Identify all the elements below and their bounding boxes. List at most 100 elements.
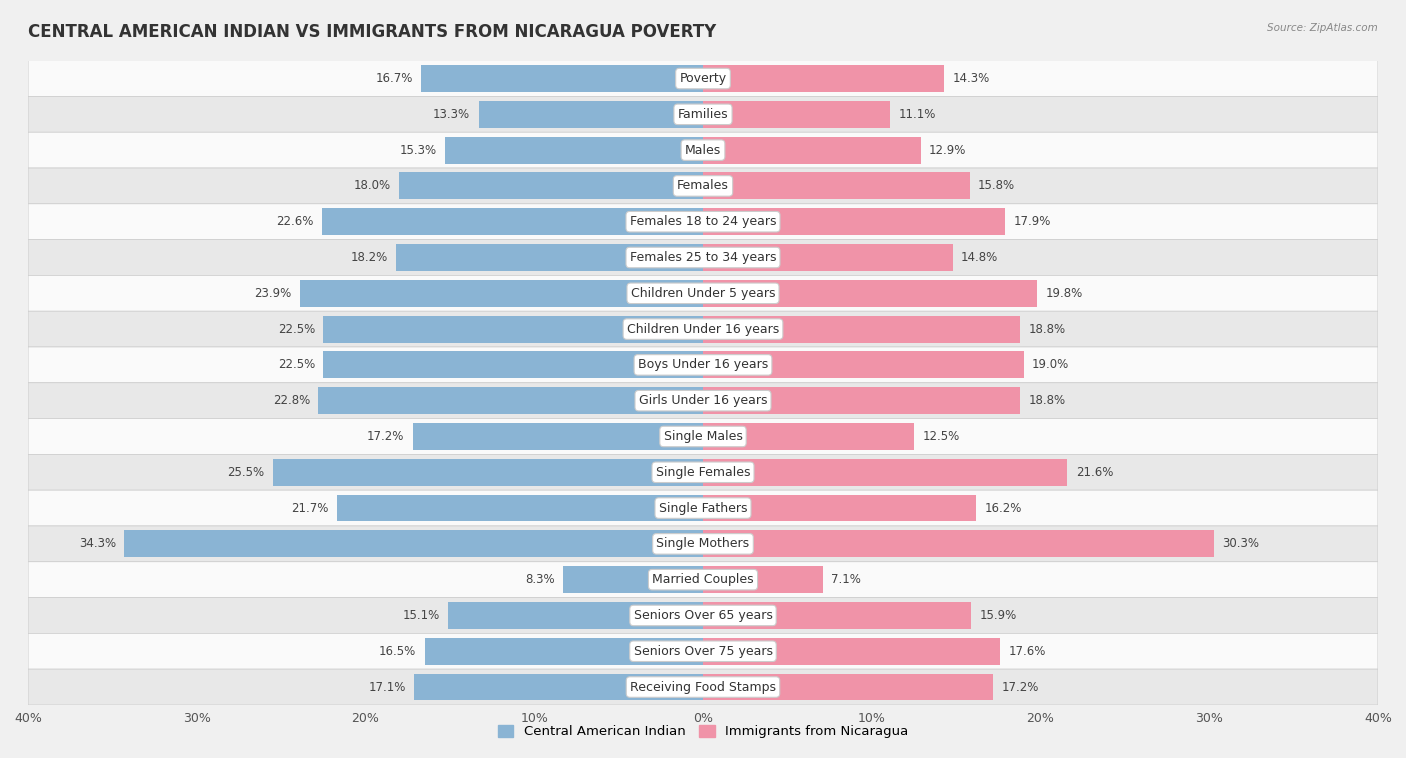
Text: 18.8%: 18.8% bbox=[1029, 323, 1066, 336]
Bar bbox=[299, 280, 703, 307]
FancyBboxPatch shape bbox=[28, 204, 1378, 240]
Text: Families: Families bbox=[678, 108, 728, 121]
Text: Females: Females bbox=[678, 180, 728, 193]
FancyBboxPatch shape bbox=[28, 96, 1378, 132]
Text: Males: Males bbox=[685, 143, 721, 157]
Text: Single Fathers: Single Fathers bbox=[659, 502, 747, 515]
Bar bbox=[703, 531, 1215, 557]
Bar bbox=[703, 208, 1005, 235]
Text: 21.7%: 21.7% bbox=[291, 502, 329, 515]
Bar bbox=[444, 136, 703, 164]
FancyBboxPatch shape bbox=[28, 275, 1378, 312]
Text: Married Couples: Married Couples bbox=[652, 573, 754, 586]
Bar bbox=[396, 244, 703, 271]
Text: 16.5%: 16.5% bbox=[380, 645, 416, 658]
Text: 11.1%: 11.1% bbox=[898, 108, 936, 121]
Text: Receiving Food Stamps: Receiving Food Stamps bbox=[630, 681, 776, 694]
Bar bbox=[703, 136, 921, 164]
FancyBboxPatch shape bbox=[28, 132, 1378, 168]
Text: 25.5%: 25.5% bbox=[228, 465, 264, 479]
Text: 17.2%: 17.2% bbox=[1001, 681, 1039, 694]
Text: Seniors Over 65 years: Seniors Over 65 years bbox=[634, 609, 772, 622]
Bar bbox=[425, 637, 703, 665]
FancyBboxPatch shape bbox=[28, 597, 1378, 634]
Text: Single Females: Single Females bbox=[655, 465, 751, 479]
Bar bbox=[703, 65, 945, 92]
Bar bbox=[322, 208, 703, 235]
Text: Children Under 16 years: Children Under 16 years bbox=[627, 323, 779, 336]
Text: 19.0%: 19.0% bbox=[1032, 359, 1069, 371]
Text: 16.2%: 16.2% bbox=[984, 502, 1022, 515]
FancyBboxPatch shape bbox=[28, 347, 1378, 383]
Text: 30.3%: 30.3% bbox=[1223, 537, 1260, 550]
Text: 14.8%: 14.8% bbox=[962, 251, 998, 264]
Bar bbox=[323, 352, 703, 378]
Bar bbox=[478, 101, 703, 128]
Text: 17.1%: 17.1% bbox=[368, 681, 406, 694]
Text: 7.1%: 7.1% bbox=[831, 573, 860, 586]
Bar bbox=[337, 495, 703, 522]
Bar bbox=[703, 315, 1021, 343]
Bar bbox=[323, 315, 703, 343]
FancyBboxPatch shape bbox=[28, 634, 1378, 669]
Text: 22.6%: 22.6% bbox=[276, 215, 314, 228]
Text: Girls Under 16 years: Girls Under 16 years bbox=[638, 394, 768, 407]
Text: 12.5%: 12.5% bbox=[922, 430, 959, 443]
FancyBboxPatch shape bbox=[28, 312, 1378, 347]
Text: 15.3%: 15.3% bbox=[399, 143, 436, 157]
Bar bbox=[703, 602, 972, 629]
Bar bbox=[703, 244, 953, 271]
Text: 17.6%: 17.6% bbox=[1008, 645, 1046, 658]
FancyBboxPatch shape bbox=[28, 240, 1378, 275]
Text: 15.8%: 15.8% bbox=[979, 180, 1015, 193]
FancyBboxPatch shape bbox=[28, 61, 1378, 96]
Text: Children Under 5 years: Children Under 5 years bbox=[631, 287, 775, 300]
Text: 21.6%: 21.6% bbox=[1076, 465, 1114, 479]
Bar bbox=[399, 173, 703, 199]
Text: Single Mothers: Single Mothers bbox=[657, 537, 749, 550]
Text: CENTRAL AMERICAN INDIAN VS IMMIGRANTS FROM NICARAGUA POVERTY: CENTRAL AMERICAN INDIAN VS IMMIGRANTS FR… bbox=[28, 23, 717, 41]
Text: 12.9%: 12.9% bbox=[929, 143, 966, 157]
Text: Seniors Over 75 years: Seniors Over 75 years bbox=[634, 645, 772, 658]
Bar bbox=[703, 101, 890, 128]
FancyBboxPatch shape bbox=[28, 526, 1378, 562]
FancyBboxPatch shape bbox=[28, 490, 1378, 526]
FancyBboxPatch shape bbox=[28, 418, 1378, 454]
Text: 15.9%: 15.9% bbox=[980, 609, 1017, 622]
Bar bbox=[449, 602, 703, 629]
Bar bbox=[703, 173, 970, 199]
Text: 16.7%: 16.7% bbox=[375, 72, 413, 85]
Text: Females 25 to 34 years: Females 25 to 34 years bbox=[630, 251, 776, 264]
Bar bbox=[703, 387, 1021, 414]
Legend: Central American Indian, Immigrants from Nicaragua: Central American Indian, Immigrants from… bbox=[492, 719, 914, 744]
Text: 14.3%: 14.3% bbox=[953, 72, 990, 85]
Bar bbox=[703, 566, 823, 593]
FancyBboxPatch shape bbox=[28, 454, 1378, 490]
Bar bbox=[703, 280, 1038, 307]
Text: 34.3%: 34.3% bbox=[79, 537, 115, 550]
Text: 19.8%: 19.8% bbox=[1046, 287, 1083, 300]
Text: 8.3%: 8.3% bbox=[524, 573, 554, 586]
Text: 17.2%: 17.2% bbox=[367, 430, 405, 443]
FancyBboxPatch shape bbox=[28, 562, 1378, 597]
Bar bbox=[703, 423, 914, 450]
Text: Single Males: Single Males bbox=[664, 430, 742, 443]
Text: 18.0%: 18.0% bbox=[354, 180, 391, 193]
Bar bbox=[703, 352, 1024, 378]
Text: Females 18 to 24 years: Females 18 to 24 years bbox=[630, 215, 776, 228]
Text: 22.8%: 22.8% bbox=[273, 394, 309, 407]
Text: 17.9%: 17.9% bbox=[1014, 215, 1050, 228]
Bar bbox=[415, 674, 703, 700]
Text: Boys Under 16 years: Boys Under 16 years bbox=[638, 359, 768, 371]
Text: 13.3%: 13.3% bbox=[433, 108, 470, 121]
FancyBboxPatch shape bbox=[28, 383, 1378, 418]
Text: 22.5%: 22.5% bbox=[278, 323, 315, 336]
FancyBboxPatch shape bbox=[28, 168, 1378, 204]
Bar bbox=[318, 387, 703, 414]
Bar bbox=[703, 495, 976, 522]
Bar bbox=[703, 674, 993, 700]
Text: 18.8%: 18.8% bbox=[1029, 394, 1066, 407]
Text: 15.1%: 15.1% bbox=[402, 609, 440, 622]
Text: Source: ZipAtlas.com: Source: ZipAtlas.com bbox=[1267, 23, 1378, 33]
Text: Poverty: Poverty bbox=[679, 72, 727, 85]
